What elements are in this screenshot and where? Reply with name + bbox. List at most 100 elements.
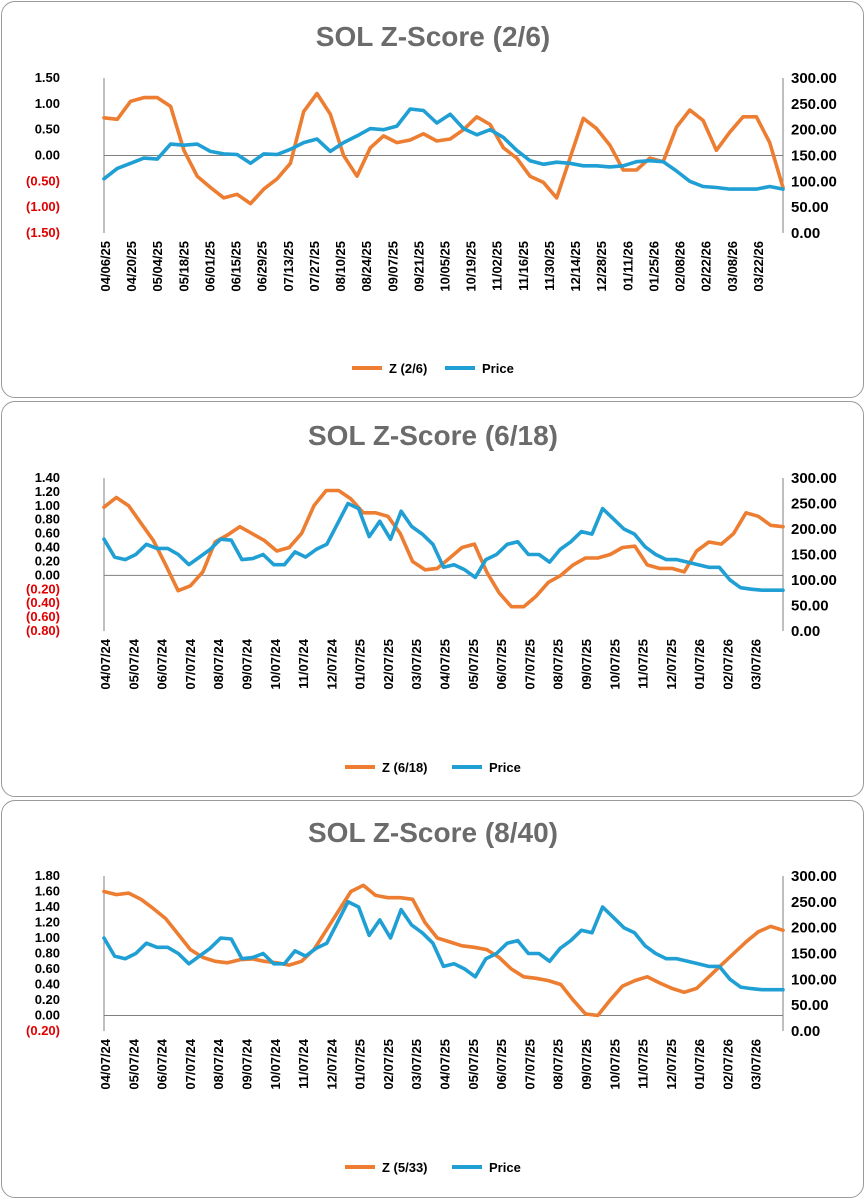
x-axis-tick-label: 11/07/24 [296,638,311,689]
left-axis-tick-label: (0.60) [26,609,60,624]
left-axis-tick-label: 0.60 [35,961,60,976]
x-axis-tick-label: 11/07/25 [636,639,651,689]
x-axis-tick-label: 06/15/25 [229,241,244,292]
left-axis-tick-label: (0.20) [26,1023,60,1038]
chart-panel-8-40: SOL Z-Score (8/40) 1.80 1.60 1.40 1.20 1.00 0.… [1,800,864,1198]
left-axis-tick-label: 0.80 [35,512,60,527]
left-axis-tick-label: 1.00 [35,930,60,945]
x-axis-tick-label: 12/07/25 [664,1039,679,1090]
left-axis-tick-label: 1.40 [35,470,60,485]
x-axis-tick-label: 09/07/25 [579,1039,594,1090]
x-axis-tick-label: 03/22/26 [751,241,766,292]
x-axis-tick-label: 10/05/25 [438,241,453,292]
z-score-series-line [102,91,785,206]
x-axis-tick-label: 03/07/25 [409,1039,424,1090]
right-axis-tick-label: 100.00 [791,572,837,589]
x-axis-tick-label: 02/08/26 [673,241,688,292]
left-axis-tick-label: 1.60 [35,884,60,899]
legend-z-label: Z (5/33) [382,1160,428,1175]
x-axis-tick-label: 05/04/25 [150,241,165,292]
x-axis-tick-label: 06/29/25 [255,241,270,292]
x-axis-tick-label: 12/07/24 [324,1038,339,1089]
x-axis-tick-label: 02/07/26 [720,639,735,690]
chart-title: SOL Z-Score (6/18) [308,420,558,451]
x-axis-tick-label: 05/18/25 [176,241,191,292]
price-series-line [102,107,785,191]
right-axis-tick-label: 150.00 [791,946,837,963]
left-axis-tick-label: 0.20 [35,553,60,568]
right-axis-tick-label: 50.00 [791,199,829,216]
right-axis-tick-label: 250.00 [791,96,837,113]
left-axis-tick-label: 1.80 [35,868,60,883]
x-axis-tick-label: 06/07/24 [155,638,170,689]
x-axis-tick-label: 09/07/24 [239,638,254,689]
left-axis-tick-label: (0.80) [26,623,60,638]
right-axis-tick-label: 200.00 [791,122,837,139]
legend-price-label: Price [482,361,514,376]
x-axis-tick-label: 06/07/25 [494,639,509,690]
x-axis-tick-label: 10/19/25 [464,241,479,292]
chart-panel-2-6: SOL Z-Score (2/6) 1.50 1.00 0.50 0.00 (0.50) (… [1,1,864,398]
x-axis-tick-label: 05/07/25 [466,1039,481,1090]
x-axis-tick-label: 11/07/24 [296,1038,311,1089]
x-axis-tick-label: 07/13/25 [281,241,296,292]
x-axis-tick-label: 09/07/24 [239,1038,254,1089]
left-axis-tick-label: 1.40 [35,899,60,914]
left-axis-tick-label: 0.40 [35,977,60,992]
left-axis-tick-label: 0.00 [35,567,60,582]
x-axis-tick-label: 04/06/25 [98,241,113,292]
x-axis-tick-label: 05/07/24 [126,638,141,689]
chart-title: SOL Z-Score (2/6) [316,21,550,52]
price-series-line [102,501,785,592]
x-axis-tick-label: 10/07/24 [268,638,283,689]
right-axis-tick-label: 100.00 [791,173,837,190]
left-axis-tick-label: 1.20 [35,484,60,499]
left-axis-tick-label: (0.40) [26,595,60,610]
chart-panel-6-18: SOL Z-Score (6/18) 1.40 1.20 1.00 0.80 0.60 0.… [1,401,864,797]
right-axis-tick-label: 300.00 [791,70,837,87]
x-axis-tick-label: 01/07/26 [692,639,707,690]
x-axis-tick-label: 09/07/25 [385,241,400,292]
left-axis-tick-label: 0.00 [35,1008,60,1023]
left-axis-tick-label: (0.20) [26,581,60,596]
x-axis-tick-label: 06/07/25 [494,1039,509,1090]
x-axis-tick-label: 08/07/25 [551,1039,566,1090]
right-axis-tick-label: 50.00 [791,598,829,615]
x-axis-tick-label: 03/07/26 [749,1039,764,1090]
left-axis-tick-label: 0.50 [35,122,60,137]
x-axis-tick-label: 11/02/25 [490,241,505,291]
left-axis-tick-label: 1.00 [35,96,60,111]
right-axis-tick-label: 0.00 [791,225,820,242]
x-axis-tick-label: 02/22/26 [699,241,714,292]
z-score-series-line [102,883,785,1018]
x-axis-tick-label: 08/07/25 [551,639,566,690]
x-axis-tick-label: 08/07/24 [211,638,226,689]
x-axis-tick-label: 07/07/24 [183,638,198,689]
right-axis-tick-label: 0.00 [791,1023,820,1040]
chart-svg-6-18: SOL Z-Score (6/18)1.401.201.000.800.600.… [26,420,837,775]
x-axis-tick-label: 12/28/25 [594,241,609,292]
legend-price-label: Price [489,1160,521,1175]
right-axis-tick-label: 250.00 [791,496,837,513]
left-axis-tick-label: 1.20 [35,915,60,930]
x-axis-tick-label: 08/24/25 [359,241,374,292]
left-axis-tick-label: 1.50 [35,70,60,85]
x-axis-tick-label: 01/07/26 [692,1039,707,1090]
x-axis-tick-label: 12/14/25 [568,241,583,292]
legend-z-label: Z (6/18) [382,760,428,775]
x-axis-tick-label: 01/25/26 [646,241,661,292]
x-axis-tick-label: 07/27/25 [307,241,322,292]
x-axis-tick-label: 07/07/25 [522,639,537,690]
x-axis-tick-label: 04/07/25 [438,1039,453,1090]
left-axis-tick-label: 0.40 [35,540,60,555]
right-axis-tick-label: 300.00 [791,868,837,885]
legend-z-label: Z (2/6) [389,361,427,376]
right-axis-tick-label: 250.00 [791,894,837,911]
x-axis-tick-label: 06/01/25 [202,241,217,292]
price-series-line [102,900,785,992]
left-axis-tick-label: (1.00) [26,199,60,214]
left-axis-tick-label: 1.00 [35,498,60,513]
left-axis-tick-label: 0.20 [35,992,60,1007]
x-axis-tick-label: 05/07/24 [126,1038,141,1089]
right-axis-tick-label: 200.00 [791,920,837,937]
